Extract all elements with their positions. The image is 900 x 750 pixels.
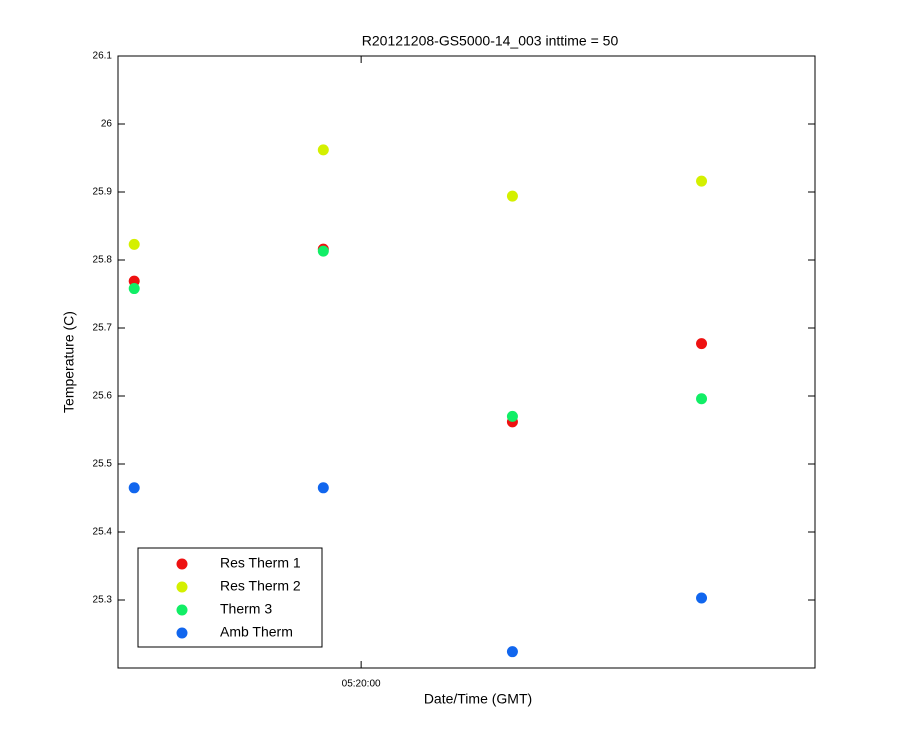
y-tick-label: 25.4 xyxy=(93,527,113,538)
legend-label: Res Therm 2 xyxy=(220,578,301,594)
point xyxy=(128,238,140,250)
legend-marker xyxy=(176,558,188,570)
y-tick-label: 25.8 xyxy=(93,255,113,266)
x-axis-label: Date/Time (GMT) xyxy=(424,691,532,707)
y-tick-label: 26.1 xyxy=(93,51,113,62)
point xyxy=(696,338,708,350)
legend-label: Res Therm 1 xyxy=(220,555,301,571)
legend-label: Amb Therm xyxy=(220,624,293,640)
point xyxy=(696,175,708,187)
point xyxy=(128,482,140,494)
point xyxy=(696,592,708,604)
point xyxy=(317,245,329,257)
point xyxy=(317,144,329,156)
y-tick-label: 26 xyxy=(101,119,113,130)
legend-box xyxy=(137,547,323,648)
point xyxy=(506,190,518,202)
legend-label: Therm 3 xyxy=(220,601,272,617)
y-tick-label: 25.7 xyxy=(93,323,113,334)
point xyxy=(506,646,518,658)
y-tick-label: 25.6 xyxy=(93,391,113,402)
point xyxy=(317,482,329,494)
y-tick-label: 25.9 xyxy=(93,187,113,198)
y-axis-label: Temperature (C) xyxy=(61,311,77,413)
point xyxy=(696,393,708,405)
y-tick-label: 25.5 xyxy=(93,459,113,470)
legend-marker xyxy=(176,581,188,593)
point xyxy=(128,283,140,295)
y-tick-label: 25.3 xyxy=(93,595,113,606)
point xyxy=(506,410,518,422)
legend-marker xyxy=(176,627,188,639)
legend-marker xyxy=(176,604,188,616)
x-tick-label: 05:20:00 xyxy=(342,679,381,690)
chart-title: R20121208-GS5000-14_003 inttime = 50 xyxy=(362,33,619,49)
